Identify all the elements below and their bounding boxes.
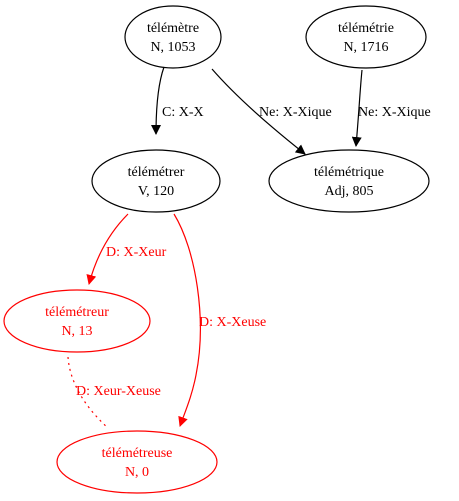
node-telemetrie: télémétrie N, 1716: [305, 5, 427, 69]
edge-telemetre-telemetrique: Ne: X-Xique: [211, 68, 332, 155]
node-telemetrique: télémétrique Adj, 805: [268, 149, 430, 213]
node-word: télémétrique: [314, 165, 384, 180]
node-word: télémètre: [147, 21, 199, 36]
node-word: télémétreur: [45, 305, 109, 320]
edge-label-ne-x-xique-1: Ne: X-Xique: [259, 105, 332, 120]
edge-label-ne-x-xique-2: Ne: X-Xique: [358, 105, 431, 120]
edge-label-c-x-x: C: X-X: [162, 105, 204, 120]
node-telemetrer: télémétrer V, 120: [91, 149, 221, 213]
edge-label-d-x-xeur: D: X-Xeur: [106, 245, 167, 260]
node-info: N, 13: [61, 324, 92, 339]
node-info: N, 1716: [343, 40, 388, 55]
node-info: Adj, 805: [325, 184, 374, 199]
edge-label-d-x-xeuse: D: X-Xeuse: [199, 315, 266, 330]
edge-label-d-xeur-xeuse: D: Xeur-Xeuse: [76, 384, 161, 399]
edge-telemetrer-telemetreur: D: X-Xeur: [86, 213, 167, 285]
edge-telemetreur-telemetreuse: D: Xeur-Xeuse: [67, 356, 161, 429]
node-info: N, 0: [125, 465, 149, 480]
node-info: N, 1053: [150, 40, 195, 55]
node-word: télémétreuse: [102, 446, 173, 461]
node-word: télémétrer: [128, 165, 185, 180]
node-telemetreuse: télémétreuse N, 0: [56, 430, 218, 494]
edge-telemetre-telemetrer: C: X-X: [151, 66, 204, 135]
node-info: V, 120: [138, 184, 174, 199]
edge-telemetrer-telemetreuse: D: X-Xeuse: [173, 213, 266, 427]
node-word: télémétrie: [338, 21, 394, 36]
edge-telemetrie-telemetrique: Ne: X-Xique: [351, 69, 431, 147]
node-telemetreur: télémétreur N, 13: [3, 289, 151, 353]
node-telemetre: télémètre N, 1053: [124, 5, 222, 69]
